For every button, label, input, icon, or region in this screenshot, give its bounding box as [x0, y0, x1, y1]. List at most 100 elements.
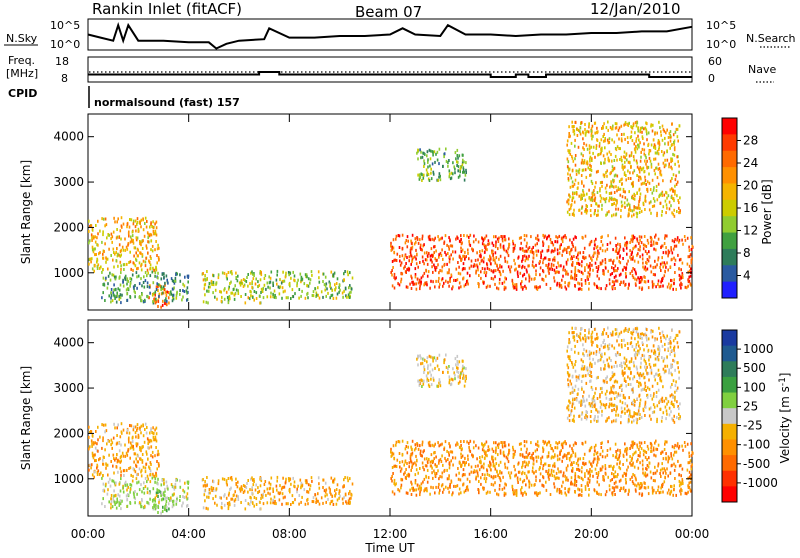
velocity-echo-cell	[427, 469, 429, 472]
power-echo-cell	[105, 218, 107, 221]
power-echo-cell	[498, 287, 500, 290]
power-echo-cell	[584, 269, 586, 272]
power-echo-cell	[604, 158, 606, 161]
power-echo-cell	[334, 283, 336, 286]
power-echo-cell	[310, 278, 312, 281]
velocity-echo-cell	[406, 462, 408, 465]
power-echo-cell	[605, 200, 607, 203]
power-echo-cell	[658, 121, 660, 124]
velocity-echo-cell	[493, 450, 495, 453]
velocity-echo-cell	[202, 478, 204, 481]
power-echo-cell	[611, 128, 613, 131]
velocity-echo-cell	[152, 506, 154, 509]
power-echo-cell	[448, 245, 450, 248]
power-echo-cell	[102, 268, 104, 271]
power-echo-cell	[123, 249, 125, 252]
velocity-echo-cell	[401, 478, 403, 481]
power-echo-cell	[664, 159, 666, 162]
velocity-echo-cell	[589, 475, 591, 478]
velocity-echo-cell	[647, 445, 649, 448]
power-echo-cell	[633, 193, 635, 196]
power-echo-cell	[170, 290, 172, 293]
velocity-echo-cell	[601, 441, 603, 444]
velocity-echo-cell	[584, 472, 586, 475]
power-echo-cell	[648, 143, 650, 146]
velocity-echo-cell	[554, 446, 556, 449]
power-echo-cell	[260, 271, 262, 274]
power-echo-cell	[603, 173, 605, 176]
velocity-echo-cell	[674, 451, 676, 454]
power-echo-cell	[582, 146, 584, 149]
power-echo-cell	[391, 274, 393, 277]
velocity-echo-cell	[625, 474, 627, 477]
power-echo-cell	[586, 144, 588, 147]
velocity-echo-cell	[309, 488, 311, 491]
velocity-echo-cell	[403, 464, 405, 467]
power-echo-cell	[678, 165, 680, 168]
power-echo-cell	[504, 288, 506, 291]
power-echo-cell	[416, 288, 418, 291]
velocity-echo-cell	[114, 426, 116, 429]
power-echo-cell	[407, 245, 409, 248]
power-echo-cell	[670, 204, 672, 207]
power-echo-cell	[257, 280, 259, 283]
power-echo-cell	[588, 282, 590, 285]
power-echo-cell	[616, 159, 618, 162]
power-echo-cell	[597, 252, 599, 255]
power-echo-cell	[640, 151, 642, 154]
velocity-echo-cell	[548, 473, 550, 476]
power-echo-cell	[657, 198, 659, 201]
velocity-echo-cell	[655, 491, 657, 494]
power-echo-cell	[91, 239, 93, 242]
power-echo-cell	[107, 282, 109, 285]
power-echo-cell	[390, 245, 392, 248]
power-echo-cell	[644, 182, 646, 185]
power-echo-cell	[576, 256, 578, 259]
power-echo-cell	[120, 264, 122, 267]
velocity-echo-cell	[145, 477, 147, 480]
power-echo-cell	[164, 282, 166, 285]
power-echo-cell	[447, 281, 449, 284]
velocity-echo-cell	[622, 463, 624, 466]
velocity-echo-cell	[132, 445, 134, 448]
velocity-echo-cell	[585, 441, 587, 444]
velocity-echo-cell	[404, 471, 406, 474]
power-echo-cell	[125, 249, 127, 252]
velocity-echo-cell	[667, 492, 669, 495]
velocity-echo-cell	[459, 488, 461, 491]
velocity-echo-cell	[317, 500, 319, 503]
power-echo-cell	[578, 146, 580, 149]
power-echo-cell	[322, 280, 324, 283]
velocity-echo-cell	[597, 451, 599, 454]
power-echo-cell	[663, 154, 665, 157]
power-echo-cell	[134, 295, 136, 298]
velocity-echo-cell	[332, 495, 334, 498]
velocity-echo-cell	[206, 484, 208, 487]
velocity-echo-cell	[331, 477, 333, 480]
power-echo-cell	[462, 255, 464, 258]
power-echo-cell	[136, 259, 138, 262]
velocity-echo-cell	[458, 472, 460, 475]
power-echo-cell	[424, 153, 426, 156]
power-echo-cell	[135, 220, 137, 223]
power-echo-cell	[391, 269, 393, 272]
velocity-echo-cell	[394, 479, 396, 482]
power-echo-cell	[102, 253, 104, 256]
power-echo-cell	[412, 246, 414, 249]
velocity-echo-cell	[92, 435, 94, 438]
velocity-echo-cell	[147, 437, 149, 440]
velocity-echo-cell	[676, 451, 678, 454]
power-echo-cell	[560, 243, 562, 246]
power-echo-cell	[405, 241, 407, 244]
velocity-echo-cell	[495, 475, 497, 478]
power-echo-cell	[156, 282, 158, 285]
velocity-echo-cell	[127, 505, 129, 508]
power-echo-cell	[468, 240, 470, 243]
power-echo-cell	[666, 203, 668, 206]
power-echo-cell	[653, 158, 655, 161]
velocity-echo-cell	[457, 467, 459, 470]
power-echo-cell	[115, 276, 117, 279]
power-echo-cell	[591, 137, 593, 140]
power-echo-cell	[625, 268, 627, 271]
power-echo-cell	[599, 142, 601, 145]
